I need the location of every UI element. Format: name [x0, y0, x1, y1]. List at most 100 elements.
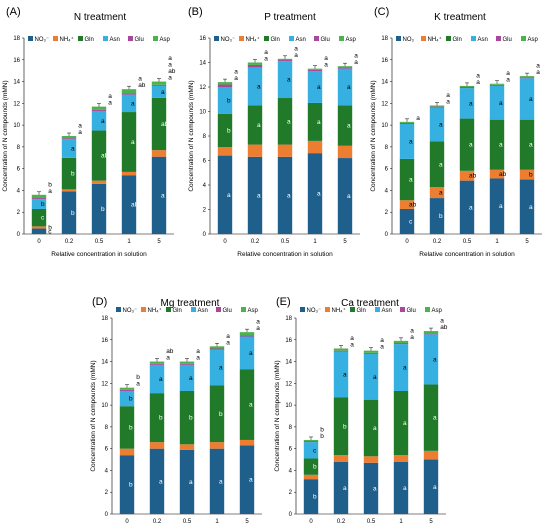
- chart-panel-3: (D) Mg treatment024681012141618Concentrat…: [90, 296, 262, 525]
- x-tick-label: 5: [157, 239, 161, 245]
- top-significance-letter: a: [256, 325, 260, 332]
- bar-segment: [393, 461, 409, 514]
- y-tick-label: 16: [101, 338, 108, 344]
- significance-letter: ab: [409, 202, 417, 209]
- bar-segment: [277, 60, 293, 62]
- y-tick-label: 6: [105, 447, 109, 453]
- significance-letter: a: [287, 192, 291, 199]
- bar-segment: [303, 439, 319, 442]
- top-significance-letter: a: [536, 63, 540, 70]
- bar-segment: [209, 442, 225, 449]
- bar-segment: [91, 180, 107, 184]
- top-significance-letter: a: [536, 69, 540, 76]
- bar-segment: [91, 106, 107, 110]
- x-tick-label: 0: [223, 239, 227, 245]
- bar-segment: [119, 455, 135, 514]
- top-significance-letter: a: [196, 355, 200, 362]
- legend-swatch: [53, 36, 58, 41]
- bar-segment: [31, 228, 47, 234]
- bar-segment: [247, 62, 263, 65]
- bar-segment: [179, 449, 195, 514]
- y-tick-label: 10: [381, 123, 388, 129]
- bar-segment: [239, 369, 255, 440]
- legend-label: Asn: [296, 37, 306, 43]
- bar-segment: [179, 390, 195, 445]
- y-tick-label: 16: [285, 338, 292, 344]
- bar-segment: [489, 119, 505, 170]
- legend-label: Asp: [346, 37, 357, 43]
- significance-letter: a: [257, 192, 261, 199]
- significance-letter: a: [403, 420, 407, 427]
- legend-swatch: [289, 36, 294, 41]
- x-tick-label: 0: [309, 519, 313, 525]
- significance-letter: a: [469, 204, 473, 211]
- chart-title: P treatment: [264, 12, 316, 23]
- significance-letter: a: [439, 122, 443, 129]
- legend-label: Glu: [321, 37, 330, 43]
- panel-label: (E): [276, 296, 291, 308]
- significance-letter: b: [48, 224, 52, 231]
- bar-segment: [119, 389, 135, 391]
- significance-letter: a: [249, 477, 253, 484]
- bar-segment: [333, 461, 349, 514]
- bar-segment: [31, 198, 47, 200]
- bar-segment: [179, 364, 195, 391]
- significance-letter: a: [403, 485, 407, 492]
- bar-segment: [217, 113, 233, 148]
- y-axis-label: Concentration of N compounds (mMN): [274, 360, 281, 471]
- bar-segment: [307, 140, 323, 154]
- legend-label: NH₄⁺: [148, 307, 162, 314]
- legend-swatch: [78, 36, 83, 41]
- bar-segment: [149, 361, 165, 364]
- significance-letter: ab: [499, 171, 507, 178]
- bar-segment: [247, 64, 263, 68]
- y-tick-label: 8: [203, 134, 207, 140]
- legend-label: NO₃⁻: [221, 37, 236, 43]
- significance-letter: b: [71, 171, 75, 178]
- significance-letter: a: [287, 77, 291, 84]
- legend-swatch: [421, 36, 426, 41]
- bar-segment: [303, 442, 319, 459]
- bar-segment: [423, 459, 439, 514]
- significance-letter: a: [131, 139, 135, 146]
- bar-segment: [307, 68, 323, 70]
- legend-swatch: [446, 36, 451, 41]
- bar-segment: [247, 105, 263, 145]
- x-axis-label: Relative concentration in solution: [419, 251, 515, 258]
- significance-letter: b: [71, 210, 75, 217]
- bar-segment: [151, 150, 167, 157]
- top-significance-letter: b: [48, 181, 52, 188]
- bar-segment: [363, 350, 379, 353]
- chart-panel-2: (C) K treatment024681012141618Concentrati…: [370, 6, 542, 258]
- significance-letter: a: [469, 142, 473, 149]
- top-significance-letter: a: [324, 62, 328, 69]
- legend-swatch: [239, 36, 244, 41]
- bar-segment: [247, 67, 263, 106]
- bar-segment: [217, 87, 233, 114]
- bar-segment: [239, 439, 255, 446]
- bar-segment: [429, 107, 445, 142]
- top-significance-letter: ab: [138, 82, 146, 89]
- top-significance-letter: a: [226, 339, 230, 346]
- top-significance-letter: a: [354, 59, 358, 66]
- bar-segment: [247, 156, 263, 234]
- x-tick-label: 1: [127, 239, 131, 245]
- bar-segment: [399, 122, 415, 125]
- bar-segment: [337, 67, 353, 69]
- bar-segment: [519, 77, 535, 79]
- significance-letter: a: [343, 372, 347, 379]
- x-tick-label: 0.2: [433, 239, 442, 245]
- legend-label: NH₄⁺: [332, 307, 346, 314]
- y-tick-label: 6: [17, 167, 21, 173]
- bar-segment: [399, 124, 415, 159]
- bar-segment: [209, 348, 225, 350]
- top-significance-letter: a: [108, 100, 112, 107]
- x-tick-label: 1: [313, 239, 317, 245]
- legend-label: Asp: [432, 308, 443, 314]
- legend-swatch: [425, 307, 430, 312]
- legend-swatch: [521, 36, 526, 41]
- bar-segment: [423, 331, 439, 334]
- bar-segment: [423, 334, 439, 385]
- x-tick-label: 0.2: [65, 239, 74, 245]
